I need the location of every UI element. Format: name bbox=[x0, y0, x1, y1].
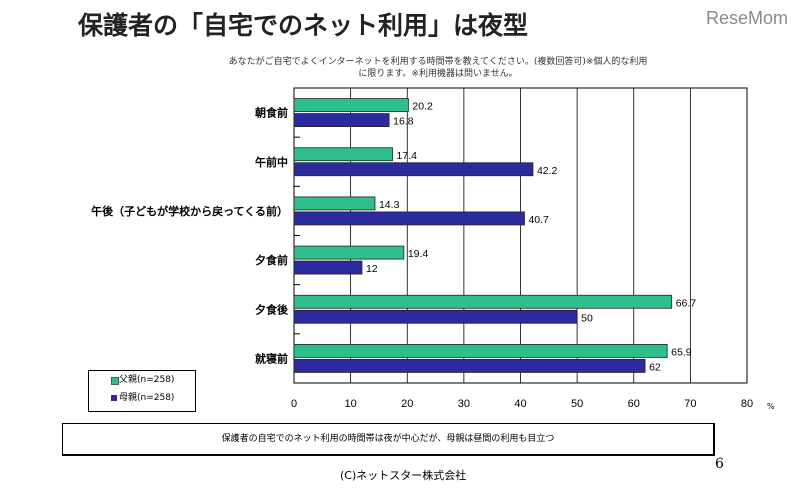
legend-swatch-mother bbox=[111, 395, 117, 401]
data-label: 62 bbox=[649, 361, 661, 373]
category-label: 夕食前 bbox=[255, 253, 288, 267]
bar-mother bbox=[293, 113, 390, 127]
chart-subtitle: あなたがご自宅でよくインターネットを利用する時間帯を教えてください。(複数回答可… bbox=[228, 57, 648, 79]
bar-father bbox=[293, 196, 376, 211]
summary-note: 保護者の自宅でのネット利用の時間帯は夜が中心だが、母親は昼間の利用も目立つ bbox=[62, 423, 715, 456]
bar-father bbox=[293, 147, 393, 162]
data-label: 14.3 bbox=[379, 199, 400, 211]
x-tick-label: 20 bbox=[401, 398, 413, 410]
category-label: 就寝前 bbox=[255, 351, 288, 365]
bar-father bbox=[293, 245, 405, 260]
bar-mother bbox=[293, 309, 578, 324]
page-title: 保護者の「自宅でのネット利用」は夜型 bbox=[78, 11, 529, 40]
category-label: 午前中 bbox=[255, 155, 288, 169]
x-tick-label: 70 bbox=[684, 398, 696, 410]
x-tick-label: 60 bbox=[628, 398, 640, 410]
bar-father bbox=[293, 98, 409, 112]
bar-mother bbox=[293, 260, 363, 275]
data-label: 17.4 bbox=[397, 150, 418, 162]
bar-mother bbox=[293, 211, 525, 226]
data-label: 19.4 bbox=[408, 248, 429, 260]
x-unit-label: % bbox=[767, 402, 775, 411]
x-tick-label: 10 bbox=[345, 398, 357, 410]
bar-mother bbox=[293, 359, 646, 373]
legend: 父親(n=258) 母親(n=258) bbox=[88, 370, 196, 412]
x-tick-label: 80 bbox=[741, 398, 753, 410]
legend-swatch-father bbox=[111, 377, 119, 385]
data-label: 65.9 bbox=[671, 346, 692, 358]
category-label: 朝食前 bbox=[255, 106, 288, 120]
bar-mother bbox=[293, 162, 534, 177]
data-label: 40.7 bbox=[528, 214, 549, 226]
x-tick-label: 40 bbox=[514, 398, 526, 410]
page-number: 6 bbox=[715, 456, 724, 472]
data-label: 50 bbox=[581, 312, 593, 324]
legend-label: 母親(n=258) bbox=[119, 393, 175, 403]
legend-mother: 母親(n=258) bbox=[89, 389, 195, 407]
data-label: 66.7 bbox=[676, 297, 697, 309]
x-tick-label: 50 bbox=[571, 398, 583, 410]
copyright: (C)ネットスター株式会社 bbox=[340, 469, 467, 482]
x-tick-label: 30 bbox=[458, 398, 470, 410]
bar-father bbox=[293, 294, 673, 309]
data-label: 12 bbox=[366, 263, 378, 275]
category-label: 夕食後 bbox=[255, 302, 289, 316]
legend-label: 父親(n=258) bbox=[119, 375, 175, 385]
x-tick-label: 0 bbox=[291, 398, 297, 410]
bar-father bbox=[293, 344, 668, 358]
legend-father: 父親(n=258) bbox=[89, 371, 195, 389]
data-label: 20.2 bbox=[412, 101, 433, 113]
data-label: 16.8 bbox=[393, 116, 414, 128]
logo: ReseMom bbox=[705, 8, 788, 28]
category-label: 午後（子どもが学校から戻ってくる前） bbox=[91, 204, 288, 218]
data-label: 42.2 bbox=[537, 165, 558, 177]
